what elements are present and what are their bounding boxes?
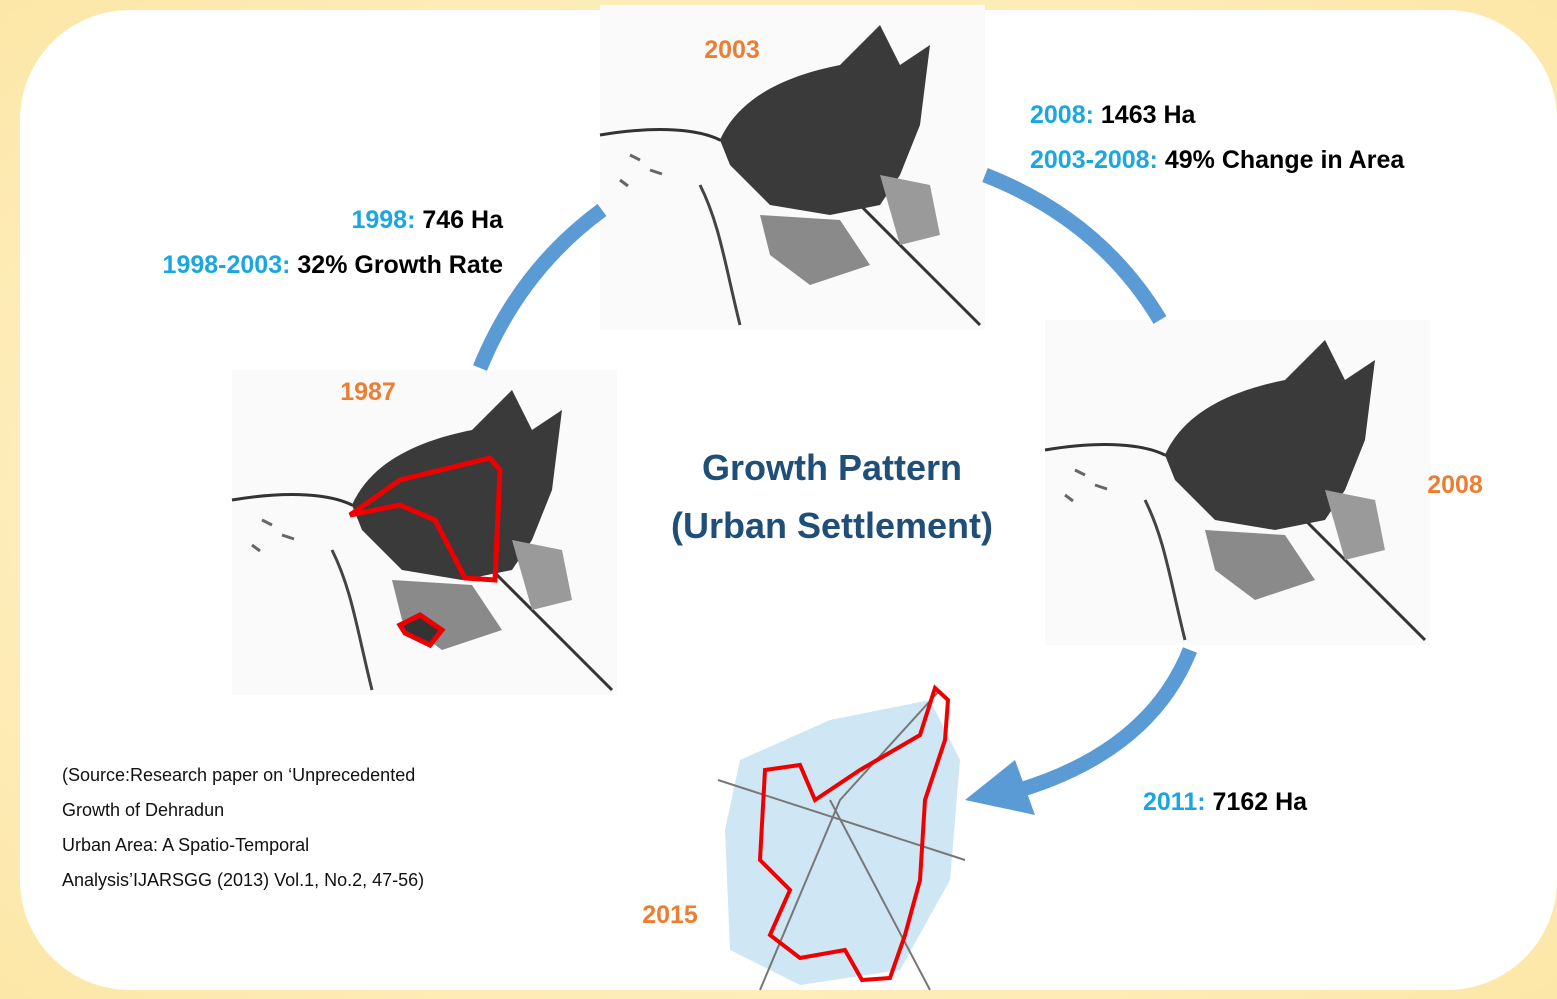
- source-line: Urban Area: A Spatio-Temporal: [62, 835, 309, 855]
- annotation-text: 49% Change in Area: [1165, 146, 1406, 174]
- annotation: 1998: 746 Ha: [351, 206, 504, 234]
- slide: 2003 1987 2008 2015 Growth Pattern (Urba…: [0, 0, 1557, 999]
- source-line: Growth of Dehradun: [62, 800, 224, 820]
- annotation-text: 1463 Ha: [1101, 101, 1197, 129]
- year-label: 2015: [642, 901, 698, 929]
- title: Growth Pattern: [702, 447, 962, 488]
- annotation-key: 2003-2008:: [1030, 146, 1158, 174]
- annotation: 2008: 1463 Ha: [1030, 101, 1197, 129]
- title: (Urban Settlement): [671, 505, 993, 546]
- source-line: (Source:Research paper on ‘Unprecedented: [62, 765, 415, 785]
- annotation-key: 2011:: [1143, 788, 1206, 816]
- annotation-key: 1998:: [351, 206, 415, 234]
- annotation: 2003-2008: 49% Change in Area: [1030, 146, 1405, 174]
- year-label: 2003: [704, 36, 760, 64]
- map-2015: [718, 685, 965, 990]
- annotation: 2011: 7162 Ha: [1143, 788, 1308, 816]
- annotation-key: 1998-2003:: [163, 251, 291, 279]
- map-2008: [1045, 320, 1430, 645]
- year-label: 2008: [1427, 471, 1483, 499]
- page: {"title": {"lines": ["Growth Pattern", "…: [0, 0, 1557, 999]
- annotation-text: 746 Ha: [422, 206, 504, 234]
- map-1987: [232, 370, 617, 695]
- annotation-key: 2008:: [1030, 101, 1094, 129]
- year-label: 1987: [340, 378, 396, 406]
- map-2003: [600, 5, 985, 330]
- annotation: 1998-2003: 32% Growth Rate: [163, 251, 504, 279]
- source-line: Analysis’IJARSGG (2013) Vol.1, No.2, 47-…: [62, 870, 424, 890]
- annotation-text: 7162 Ha: [1213, 788, 1309, 816]
- annotation-text: 32% Growth Rate: [297, 251, 503, 279]
